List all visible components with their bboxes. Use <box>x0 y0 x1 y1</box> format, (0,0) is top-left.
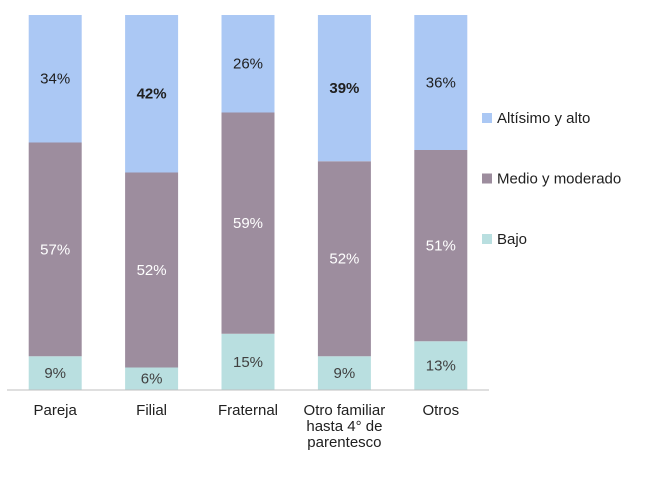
data-label: 52% <box>137 262 167 279</box>
data-label: 51% <box>426 238 456 255</box>
legend-swatch <box>482 234 492 244</box>
x-tick-label: Fraternal <box>217 402 279 419</box>
data-label: 15% <box>233 354 263 371</box>
data-label: 34% <box>40 71 70 88</box>
x-tick-label: Otros <box>422 402 460 419</box>
bar-segment <box>317 15 371 162</box>
data-label: 52% <box>329 251 359 268</box>
bar-segment <box>28 356 82 390</box>
bar-segment <box>221 112 275 334</box>
data-label: 36% <box>426 74 456 91</box>
bar-segment <box>317 356 371 390</box>
bar-segment <box>414 150 468 342</box>
bar-segment <box>317 161 371 357</box>
bar-segment <box>221 333 275 390</box>
data-label: 26% <box>233 56 263 73</box>
bar-segment <box>125 15 179 173</box>
data-label: 9% <box>334 365 356 382</box>
data-label: 39% <box>329 80 359 97</box>
bar-segment <box>221 15 275 113</box>
bar-segment <box>28 15 82 143</box>
legend-label: Altísimo y alto <box>497 110 590 127</box>
data-label: 57% <box>40 241 70 258</box>
bar-segment <box>414 15 468 150</box>
bar-segment <box>125 172 179 368</box>
data-label: 9% <box>44 365 66 382</box>
legend-swatch <box>482 113 492 123</box>
legend-label: Bajo <box>497 231 527 248</box>
bar-segment <box>125 367 179 390</box>
bar-segment <box>414 341 468 390</box>
legend-swatch <box>482 173 492 184</box>
data-label: 13% <box>426 358 456 375</box>
x-tick-label: Otro familiar hasta 4° de parentesco <box>303 402 386 451</box>
data-label: 42% <box>137 86 167 103</box>
bar-segment <box>28 142 82 357</box>
x-tick-label: Filial <box>136 402 168 419</box>
legend-label: Medio y moderado <box>497 170 621 187</box>
data-label: 6% <box>141 371 163 388</box>
data-label: 59% <box>233 215 263 232</box>
x-tick-label: Pareja <box>33 402 77 419</box>
